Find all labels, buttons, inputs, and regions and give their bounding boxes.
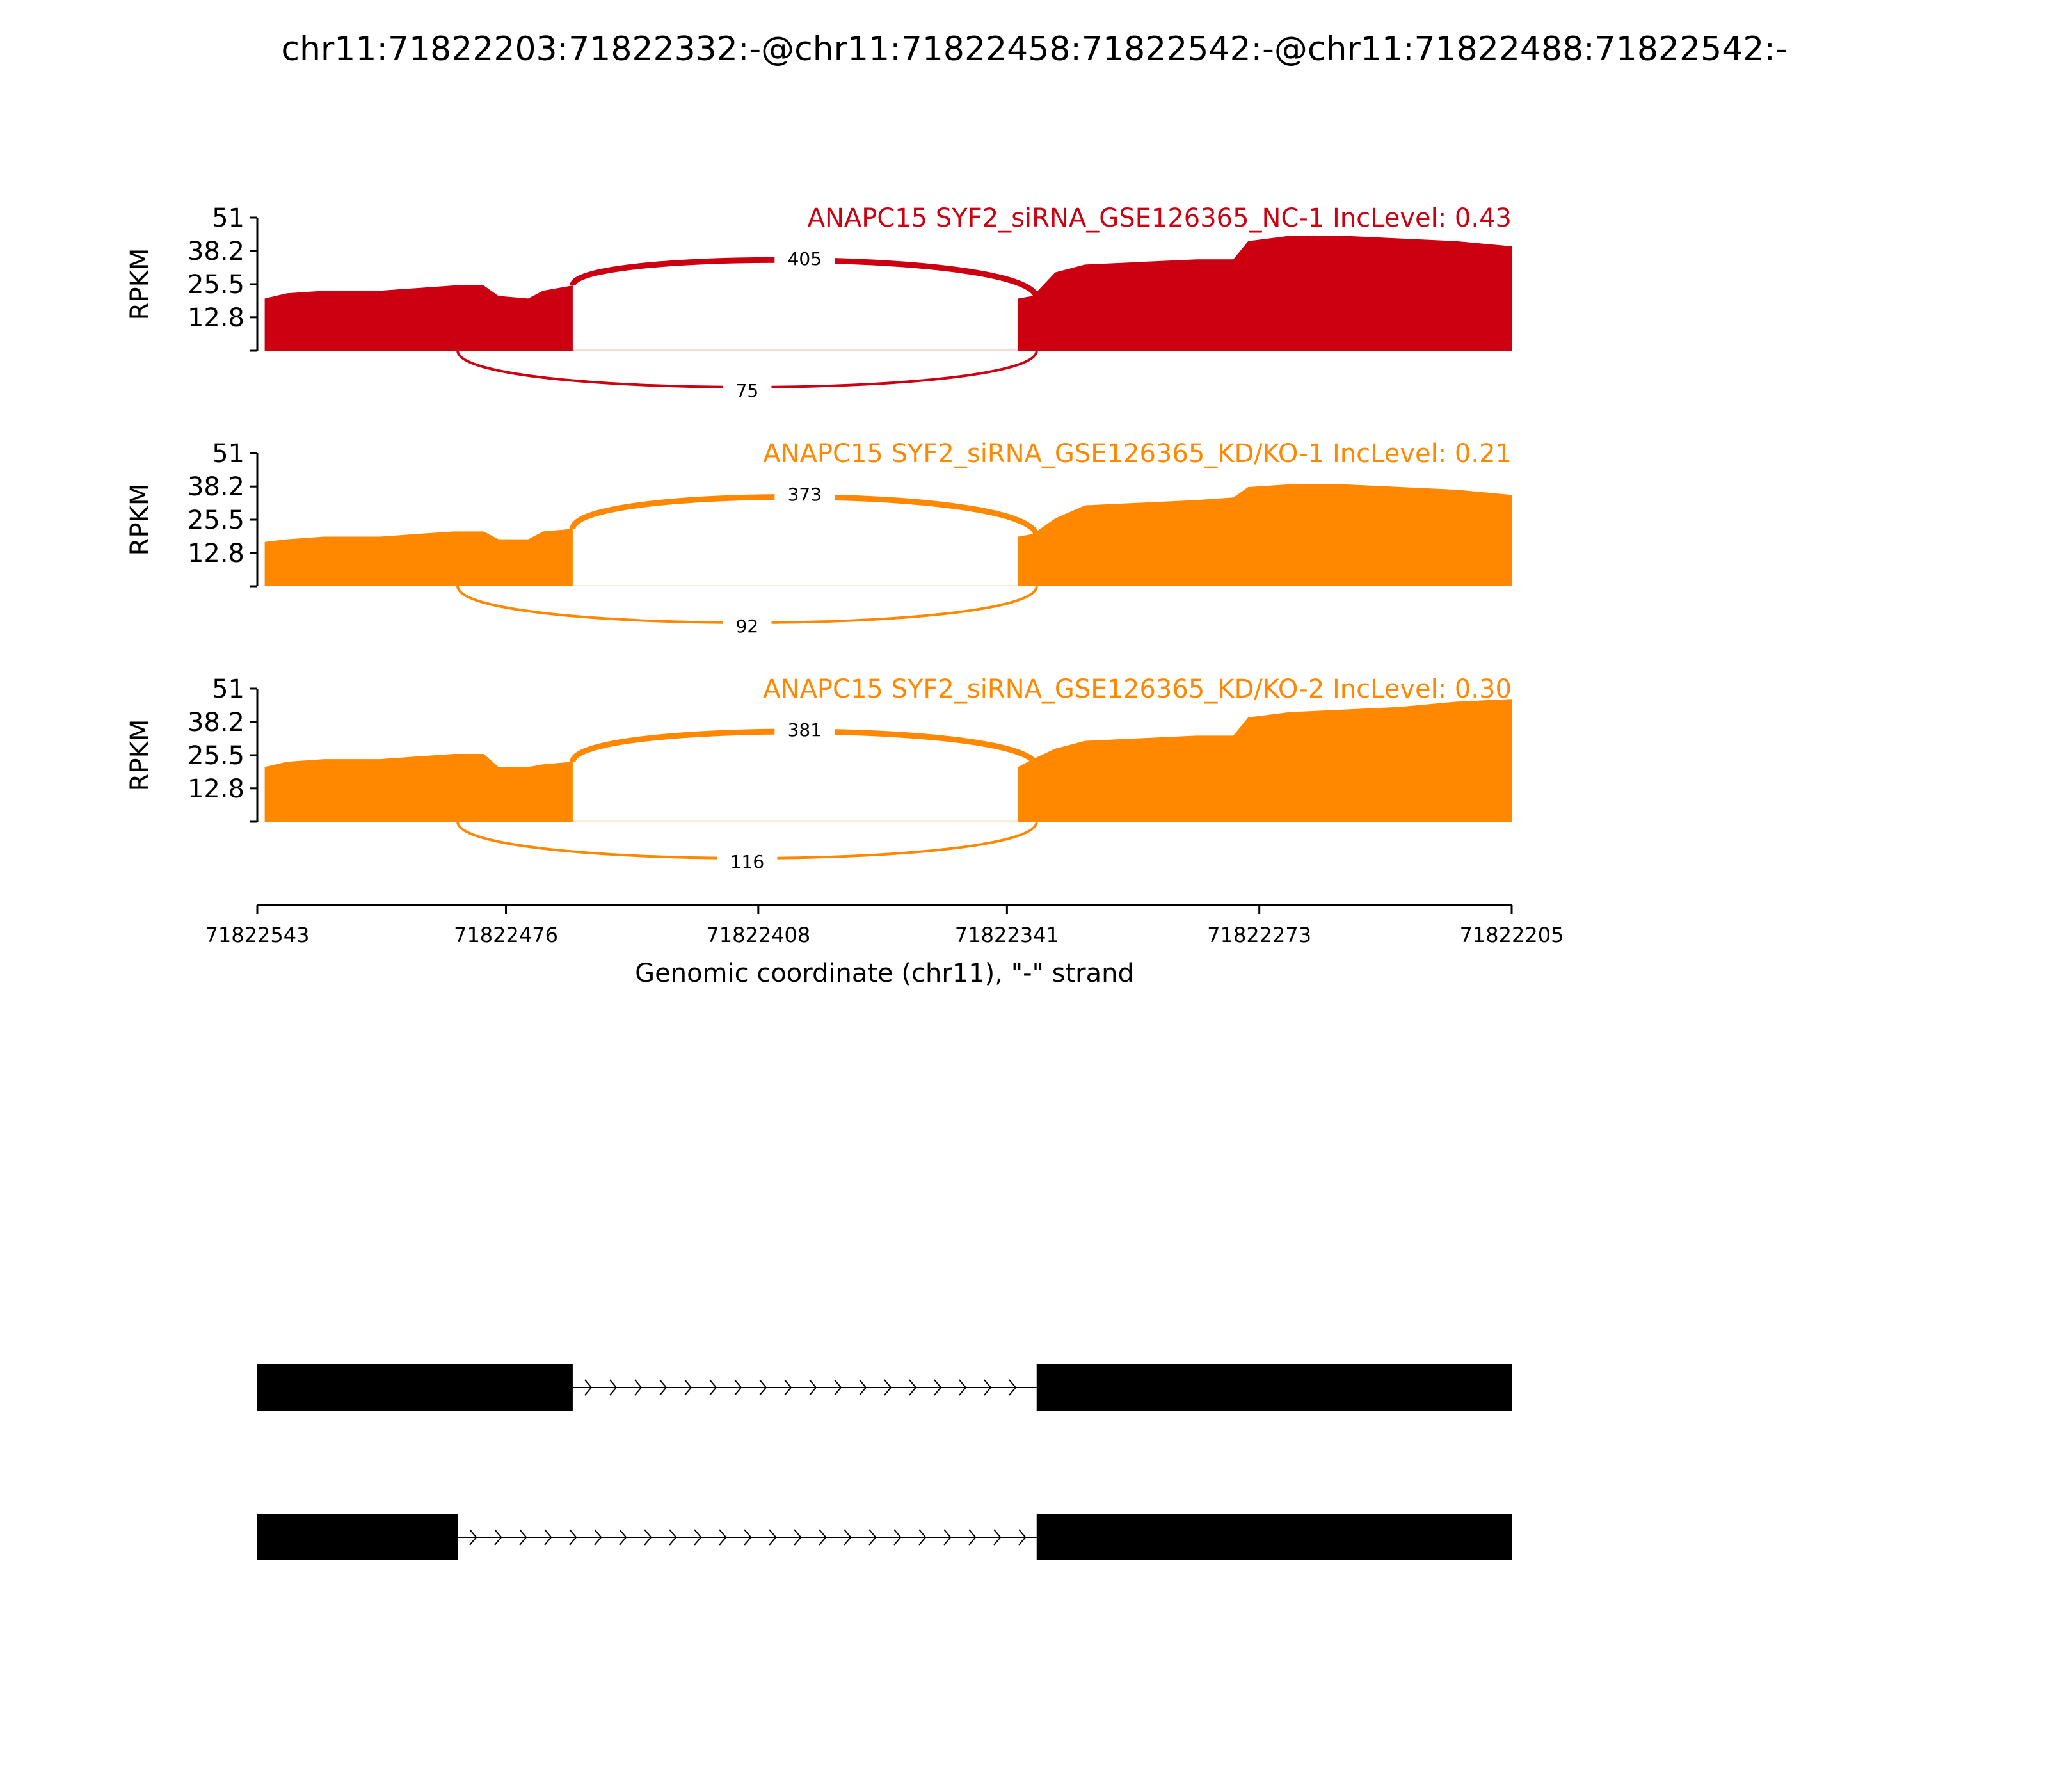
junction-label-bg [774, 717, 835, 742]
x-tick-label: 71822476 [454, 923, 558, 947]
x-tick-label: 71822543 [205, 923, 310, 947]
strand-arrow [844, 1529, 852, 1546]
x-tick-label: 71822205 [1460, 923, 1564, 947]
junction-label-bg [723, 613, 772, 639]
x-tick-label: 71822408 [706, 923, 810, 947]
x-axis-label: Genomic coordinate (chr11), "-" strand [635, 959, 1134, 988]
strand-arrow [769, 1529, 777, 1546]
y-tick-label: 38.2 [188, 237, 244, 266]
coverage-area-exon2 [1018, 484, 1512, 586]
coverage-area-exon1 [264, 529, 573, 586]
strand-arrow [744, 1529, 752, 1546]
strand-arrow [569, 1529, 577, 1546]
strand-arrow [684, 1379, 692, 1396]
strand-arrow [934, 1379, 942, 1396]
track-title: ANAPC15 SYF2_siRNA_GSE126365_NC-1 IncLev… [808, 204, 1512, 233]
y-tick-label: 38.2 [188, 472, 244, 502]
exon-block [257, 1364, 573, 1411]
y-axis-label: RPKM [125, 248, 155, 321]
strand-arrow [943, 1529, 952, 1546]
strand-arrow [759, 1379, 767, 1396]
coverage-area-exon2 [1018, 236, 1512, 351]
strand-arrow [794, 1529, 802, 1546]
strand-arrow [819, 1529, 827, 1546]
y-tick-label: 25.5 [188, 741, 244, 771]
junction-label-bg [723, 378, 772, 403]
track-1: 405 75 ANAPC15 SYF2_siRNA_GSE126365_NC-1 I… [125, 204, 1512, 403]
exon-block [1036, 1514, 1512, 1560]
strand-arrow [859, 1379, 867, 1396]
x-tick-label: 71822273 [1207, 923, 1311, 947]
strand-arrow [893, 1529, 902, 1546]
strand-arrow [719, 1529, 727, 1546]
chart-title: chr11:71822203:71822332:-@chr11:71822458… [281, 30, 1787, 68]
strand-arrow [834, 1379, 842, 1396]
track-3: 381 116 ANAPC15 SYF2_siRNA_GSE126365_KD/KO… [125, 675, 1512, 874]
track-title: ANAPC15 SYF2_siRNA_GSE126365_KD/KO-1 Inc… [763, 439, 1512, 468]
y-tick-label: 12.8 [188, 303, 244, 333]
strand-arrow [884, 1379, 892, 1396]
coverage-tracks: 405 75 ANAPC15 SYF2_siRNA_GSE126365_NC-1 I… [125, 204, 1512, 874]
strand-arrow [909, 1379, 917, 1396]
strand-arrow [634, 1379, 643, 1396]
strand-arrow [519, 1529, 527, 1546]
strand-arrow [968, 1529, 977, 1546]
strand-arrow [584, 1379, 593, 1396]
strand-arrow [984, 1379, 992, 1396]
junction-count-label: 381 [788, 719, 822, 740]
strand-arrow [694, 1529, 702, 1546]
strand-arrow [784, 1379, 792, 1396]
strand-arrow [1018, 1529, 1027, 1546]
strand-arrow [594, 1529, 602, 1546]
strand-arrow [544, 1529, 552, 1546]
junction-label-bg [717, 849, 778, 874]
junction-count-label: 373 [788, 484, 822, 505]
y-tick-label: 51 [212, 204, 244, 233]
strand-arrow [959, 1379, 967, 1396]
strand-arrow [993, 1529, 1002, 1546]
x-tick-label: 71822341 [955, 923, 1059, 947]
strand-arrow [709, 1379, 717, 1396]
junction-count-label: 75 [736, 380, 759, 401]
strand-arrow [609, 1379, 618, 1396]
y-tick-label: 12.8 [188, 774, 244, 804]
transcript-1 [257, 1364, 1512, 1411]
strand-arrow [868, 1529, 877, 1546]
junction-count-label: 92 [736, 616, 759, 637]
strand-arrow [809, 1379, 817, 1396]
strand-arrow [669, 1529, 677, 1546]
coverage-area-exon2 [1018, 699, 1512, 822]
track-title: ANAPC15 SYF2_siRNA_GSE126365_KD/KO-2 Inc… [763, 675, 1512, 704]
junction-count-label: 405 [788, 248, 822, 269]
x-axis: 71822543 71822476 71822408 71822341 71822273… [205, 904, 1564, 947]
y-axis-label: RPKM [125, 719, 155, 792]
exon-block [257, 1514, 458, 1560]
track-2: 373 92 ANAPC15 SYF2_siRNA_GSE126365_KD/KO-… [125, 439, 1512, 639]
strand-arrow [644, 1529, 652, 1546]
strand-arrow [659, 1379, 668, 1396]
junction-count-label: 116 [730, 851, 764, 872]
transcript-2 [257, 1514, 1512, 1560]
y-tick-label: 51 [212, 675, 244, 704]
strand-arrow [619, 1529, 627, 1546]
y-tick-label: 12.8 [188, 539, 244, 568]
junction-label-bg [774, 246, 835, 271]
strand-arrow [918, 1529, 927, 1546]
y-tick-label: 38.2 [188, 708, 244, 737]
y-tick-label: 25.5 [188, 506, 244, 535]
strand-arrow [734, 1379, 742, 1396]
coverage-area-exon1 [264, 285, 573, 351]
coverage-area-exon1 [264, 754, 573, 822]
exon-block [1036, 1364, 1512, 1411]
y-tick-label: 51 [212, 439, 244, 468]
transcript-models [257, 1364, 1512, 1560]
strand-arrow [494, 1529, 502, 1546]
y-axis-label: RPKM [125, 484, 155, 556]
strand-arrow [469, 1529, 477, 1546]
strand-arrow [1009, 1379, 1017, 1396]
junction-label-bg [774, 481, 835, 507]
y-tick-label: 25.5 [188, 270, 244, 300]
